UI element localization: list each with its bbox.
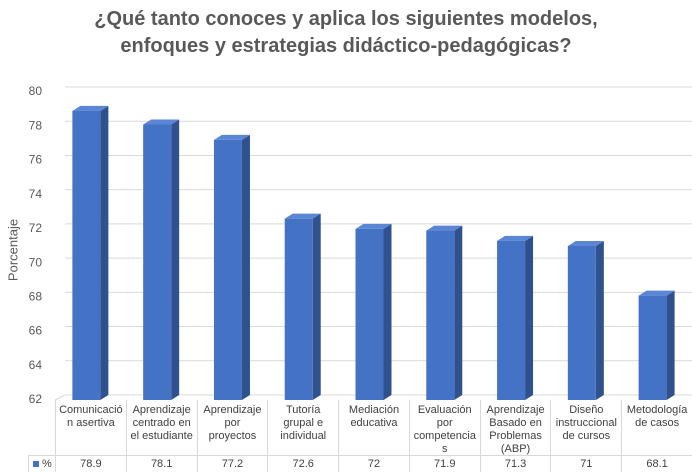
bar-side xyxy=(383,223,392,400)
y-tick-label: 70 xyxy=(29,255,43,269)
bar xyxy=(638,290,675,400)
table-value: 78.9 xyxy=(55,455,126,472)
x-tick-label: Aprendizaje Basado en Problemas (ABP) xyxy=(479,400,551,455)
legend-swatch xyxy=(33,461,39,467)
bar-top xyxy=(143,119,180,125)
y-tick-label: 78 xyxy=(29,118,43,132)
bar-front xyxy=(567,246,596,400)
y-tick-label: 74 xyxy=(29,187,43,201)
x-tick-label: Diseño instruccional de cursos xyxy=(550,400,621,455)
chart-title: ¿Qué tanto conoces y aplica los siguient… xyxy=(94,8,598,57)
y-tick-label: 72 xyxy=(29,221,43,235)
bar xyxy=(567,241,604,400)
legend: % xyxy=(28,455,55,472)
bar-side xyxy=(454,225,463,400)
x-tick-label: Metodología de casos xyxy=(621,400,692,455)
bar-side xyxy=(100,105,109,401)
y-tick-label: 64 xyxy=(29,358,43,372)
table-value: 68.1 xyxy=(621,455,692,472)
bar-side xyxy=(241,134,250,400)
bar-top xyxy=(213,134,250,140)
bar-top xyxy=(284,213,321,219)
bar-top xyxy=(638,290,675,296)
x-tick-label: Comunicación asertiva xyxy=(55,400,126,455)
bar-top xyxy=(497,235,534,241)
table-value: 71 xyxy=(550,455,622,472)
bar xyxy=(497,235,534,400)
bar-front xyxy=(213,139,242,400)
bar-top xyxy=(426,225,463,231)
bar xyxy=(284,213,321,400)
x-tick-label: Aprendizaje centrado en el estudiante xyxy=(125,400,197,455)
bar-top xyxy=(355,223,392,229)
bar-front xyxy=(72,110,101,401)
y-tick-label: 62 xyxy=(29,392,43,406)
table-value: 72 xyxy=(338,455,409,472)
bar-side xyxy=(525,235,534,400)
table-value: 71.3 xyxy=(479,455,551,472)
bar-front xyxy=(638,295,667,400)
y-tick-label: 66 xyxy=(29,324,43,338)
bar xyxy=(72,105,109,401)
bar-front xyxy=(497,240,526,400)
bar xyxy=(143,119,180,400)
table-value: 78.1 xyxy=(125,455,197,472)
legend-label: % xyxy=(42,458,52,470)
bar-front xyxy=(355,228,384,400)
bar-side xyxy=(595,241,604,400)
bar-front xyxy=(143,124,172,400)
bar xyxy=(426,225,463,400)
bar-side xyxy=(171,119,180,400)
y-tick-label: 68 xyxy=(29,290,43,304)
bar xyxy=(355,223,392,400)
table-value: 71.9 xyxy=(408,455,480,472)
table-value: 77.2 xyxy=(196,455,268,472)
y-tick-label: 80 xyxy=(29,84,43,98)
table-value: 72.6 xyxy=(267,455,339,472)
bar-top xyxy=(567,241,604,246)
axis-line xyxy=(54,394,66,401)
x-tick-label: Evaluación por competencias xyxy=(408,400,480,455)
bar-front xyxy=(426,230,455,400)
bar-side xyxy=(666,290,675,400)
x-tick-label: Aprendizaje por proyectos xyxy=(196,400,268,455)
bar xyxy=(213,134,250,400)
x-tick-label: Mediación educativa xyxy=(338,400,409,455)
y-tick-label: 76 xyxy=(29,153,43,167)
y-axis-label: Porcentaje xyxy=(5,219,20,281)
bar-side xyxy=(312,213,321,400)
bar-top xyxy=(72,105,109,111)
x-tick-label: Tutoría grupal e individual xyxy=(267,400,338,455)
bar-front xyxy=(284,218,313,400)
